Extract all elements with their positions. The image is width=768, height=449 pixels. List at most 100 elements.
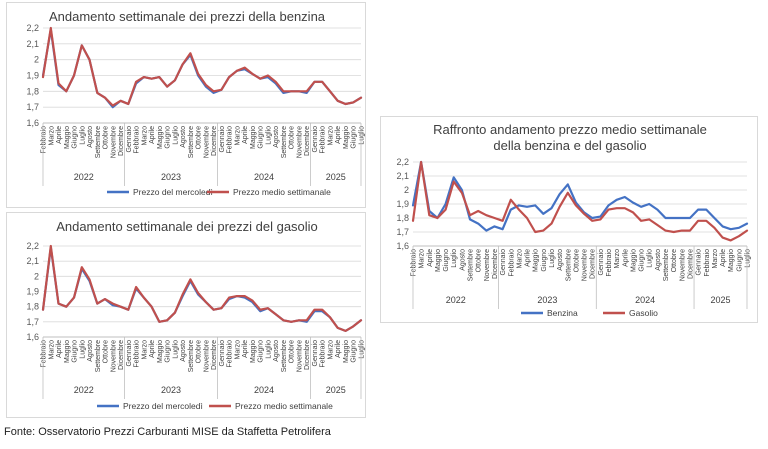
x-tick-label: Marzo [141,340,148,360]
year-label: 2025 [326,385,346,395]
x-tick-label: Ottobre [671,249,678,272]
x-tick-label: Febbraio [134,126,141,154]
x-tick-label: Dicembre [304,126,311,156]
chart-subtitle: della benzina e del gasolio [493,138,646,153]
x-tick-label: Gennaio [219,340,226,367]
legend-label: Gasolio [629,308,658,318]
x-tick-label: Luglio [745,249,752,268]
x-tick-label: Novembre [203,126,210,158]
x-tick-label: Gennaio [598,249,605,276]
x-tick-label: Gennaio [126,126,133,153]
x-tick-label: Settembre [188,340,195,372]
y-tick-label: 1,8 [26,86,39,96]
x-tick-label: Giugno [351,340,358,363]
x-tick-label: Agosto [180,340,187,362]
x-tick-label: Marzo [48,340,55,360]
x-tick-label: Novembre [296,340,303,372]
series-line-2 [411,160,749,242]
x-tick-label: Giugno [443,249,450,272]
chart-gasolio: Andamento settimanale dei prezzi del gas… [6,212,366,418]
legend-label: Prezzo del mercoledì [133,187,213,197]
y-tick-label: 2,2 [396,157,409,167]
x-tick-label: Luglio [451,249,458,268]
x-tick-label: Marzo [234,126,241,146]
chart-title: Andamento settimanale dei prezzi del gas… [56,219,318,234]
y-tick-label: 1,8 [26,302,39,312]
x-tick-label: Maggio [533,249,540,272]
chart-benzina-svg: Andamento settimanale dei prezzi della b… [26,9,365,197]
x-tick-label: Dicembre [118,340,125,370]
year-label: 2024 [254,385,274,395]
x-tick-label: Settembre [565,249,572,281]
y-tick-label: 2 [34,271,39,281]
y-tick-label: 1,7 [26,317,39,327]
year-label: 2023 [537,295,557,305]
x-tick-label: Luglio [265,126,272,145]
x-tick-label: Gennaio [312,126,319,153]
x-tick-label: Marzo [614,249,621,269]
x-tick-label: Febbraio [227,340,234,368]
x-tick-label: Marzo [141,126,148,146]
legend-label: Benzina [547,308,578,318]
y-tick-label: 2 [34,55,39,65]
x-tick-label: Giugno [72,340,79,363]
x-tick-label: Maggio [343,126,350,149]
x-tick-label: Marzo [419,249,426,269]
y-tick-label: 1,9 [26,287,39,297]
chart-raffronto: Raffronto andamento prezzo medio settima… [380,116,758,323]
x-tick-label: Maggio [630,249,637,272]
year-label: 2024 [254,172,274,182]
x-tick-label: Maggio [64,126,71,149]
x-tick-label: Dicembre [211,340,218,370]
x-tick-label: Giugno [351,126,358,149]
y-tick-label: 1,7 [396,227,409,237]
source-note: Fonte: Osservatorio Prezzi Carburanti MI… [4,426,331,438]
x-tick-label: Maggio [250,126,257,149]
year-label: 2023 [161,385,181,395]
x-tick-label: Marzo [327,340,334,360]
x-tick-label: Dicembre [304,340,311,370]
x-tick-label: Agosto [655,249,662,271]
x-tick-label: Dicembre [492,249,499,279]
year-label: 2022 [74,385,94,395]
chart-benzina: Andamento settimanale dei prezzi della b… [6,2,366,208]
x-tick-label: Novembre [110,126,117,158]
x-tick-label: Aprile [427,249,434,267]
x-tick-label: Ottobre [476,249,483,272]
y-tick-label: 2,1 [26,39,39,49]
x-tick-label: Luglio [265,340,272,359]
x-tick-label: Giugno [165,126,172,149]
y-tick-label: 2,2 [26,23,39,33]
x-tick-label: Agosto [459,249,466,271]
x-tick-label: Novembre [484,249,491,281]
x-tick-label: Luglio [359,340,366,359]
series-line-2 [41,26,363,107]
x-tick-label: Maggio [157,340,164,363]
y-tick-label: 1,6 [26,332,39,342]
x-tick-label: Settembre [188,126,195,158]
x-tick-label: Dicembre [590,249,597,279]
x-tick-label: Dicembre [118,126,125,156]
y-tick-label: 1,9 [396,199,409,209]
x-tick-label: Maggio [343,340,350,363]
x-tick-label: Febbraio [227,126,234,154]
x-tick-label: Ottobre [289,126,296,149]
x-tick-label: Ottobre [289,340,296,363]
x-tick-label: Aprile [525,249,532,267]
legend-label: Prezzo del mercoledì [123,401,203,411]
y-tick-label: 2 [404,185,409,195]
x-tick-label: Febbraio [320,340,327,368]
x-tick-label: Maggio [157,126,164,149]
x-tick-label: Gennaio [126,340,133,367]
x-tick-label: Aprile [56,340,63,358]
x-tick-label: Ottobre [103,340,110,363]
y-tick-label: 1,8 [396,213,409,223]
x-tick-label: Marzo [48,126,55,146]
x-tick-label: Agosto [87,340,94,362]
x-tick-label: Giugno [258,126,265,149]
x-tick-label: Aprile [622,249,629,267]
x-tick-label: Settembre [281,340,288,372]
x-tick-label: Novembre [203,340,210,372]
x-tick-label: Giugno [541,249,548,272]
series-line-2 [41,244,363,333]
